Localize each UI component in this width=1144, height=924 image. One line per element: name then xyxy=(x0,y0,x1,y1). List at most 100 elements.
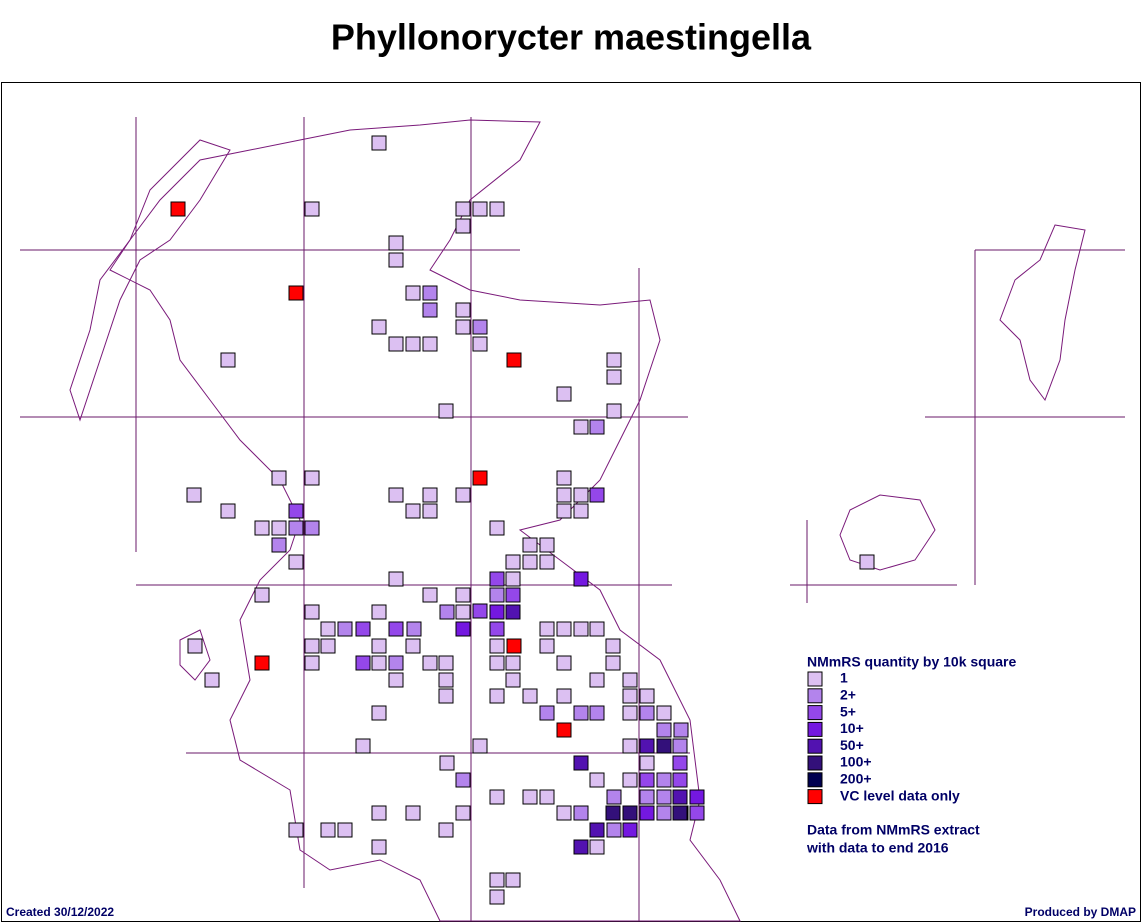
record-square xyxy=(573,839,589,855)
record-square xyxy=(439,604,455,620)
record-square xyxy=(539,705,555,721)
record-square xyxy=(522,789,538,805)
record-square xyxy=(556,621,572,637)
record-square xyxy=(388,487,404,503)
record-square xyxy=(271,520,287,536)
record-square xyxy=(489,789,505,805)
legend-label: 2+ xyxy=(840,687,856,703)
record-square xyxy=(288,822,304,838)
record-square xyxy=(187,638,203,654)
created-date: Created 30/12/2022 xyxy=(6,905,114,919)
record-square xyxy=(405,503,421,519)
record-square xyxy=(438,655,454,671)
record-square xyxy=(556,503,572,519)
record-square xyxy=(204,672,220,688)
record-square xyxy=(522,554,538,570)
record-square xyxy=(589,839,605,855)
record-square xyxy=(455,319,471,335)
record-square xyxy=(639,789,655,805)
record-square xyxy=(556,386,572,402)
note-line: with data to end 2016 xyxy=(806,840,949,856)
record-square xyxy=(422,302,438,318)
legend-swatch xyxy=(807,772,823,788)
legend-label: 10+ xyxy=(840,720,864,736)
record-square xyxy=(522,537,538,553)
record-square xyxy=(455,201,471,217)
record-square xyxy=(622,822,638,838)
record-square xyxy=(672,772,688,788)
record-square xyxy=(355,738,371,754)
record-square xyxy=(170,201,186,217)
record-square xyxy=(622,672,638,688)
record-square xyxy=(672,805,688,821)
record-square xyxy=(320,822,336,838)
record-square xyxy=(622,688,638,704)
legend-swatch xyxy=(807,755,823,771)
record-square xyxy=(304,201,320,217)
record-square xyxy=(573,621,589,637)
record-square xyxy=(371,319,387,335)
record-square xyxy=(288,554,304,570)
record-square xyxy=(304,655,320,671)
record-square xyxy=(254,655,270,671)
record-square xyxy=(539,621,555,637)
record-square xyxy=(455,772,471,788)
record-square xyxy=(371,805,387,821)
record-square xyxy=(472,603,488,619)
record-square xyxy=(489,688,505,704)
record-square xyxy=(422,655,438,671)
record-square xyxy=(656,805,672,821)
record-square xyxy=(406,621,422,637)
record-square xyxy=(220,503,236,519)
record-square xyxy=(656,789,672,805)
record-square xyxy=(622,772,638,788)
record-square xyxy=(489,201,505,217)
record-square xyxy=(606,403,622,419)
record-square xyxy=(656,738,672,754)
record-square xyxy=(605,655,621,671)
record-square xyxy=(371,638,387,654)
record-square xyxy=(505,587,521,603)
record-square xyxy=(472,319,488,335)
record-square xyxy=(405,336,421,352)
record-square xyxy=(472,201,488,217)
record-square xyxy=(656,705,672,721)
record-square xyxy=(606,369,622,385)
record-square xyxy=(589,822,605,838)
record-square xyxy=(355,621,371,637)
record-square xyxy=(539,789,555,805)
record-square xyxy=(506,352,522,368)
record-square xyxy=(320,638,336,654)
record-square xyxy=(673,722,689,738)
record-square xyxy=(639,688,655,704)
record-square xyxy=(388,621,404,637)
record-square xyxy=(672,789,688,805)
record-square xyxy=(455,302,471,318)
record-square xyxy=(422,587,438,603)
record-square xyxy=(639,805,655,821)
record-square xyxy=(505,604,521,620)
record-square xyxy=(371,604,387,620)
record-square xyxy=(556,722,572,738)
record-square xyxy=(422,503,438,519)
record-square xyxy=(573,571,589,587)
record-square xyxy=(505,655,521,671)
record-square xyxy=(556,655,572,671)
record-square xyxy=(506,638,522,654)
record-square xyxy=(388,235,404,251)
record-square xyxy=(672,738,688,754)
record-square xyxy=(472,470,488,486)
record-square xyxy=(472,738,488,754)
record-square xyxy=(438,822,454,838)
record-square xyxy=(556,470,572,486)
record-square xyxy=(573,503,589,519)
record-square xyxy=(271,470,287,486)
record-square xyxy=(304,638,320,654)
record-square xyxy=(622,805,638,821)
record-square xyxy=(573,419,589,435)
record-square xyxy=(337,822,353,838)
record-square xyxy=(556,688,572,704)
record-square xyxy=(371,705,387,721)
record-square xyxy=(320,621,336,637)
